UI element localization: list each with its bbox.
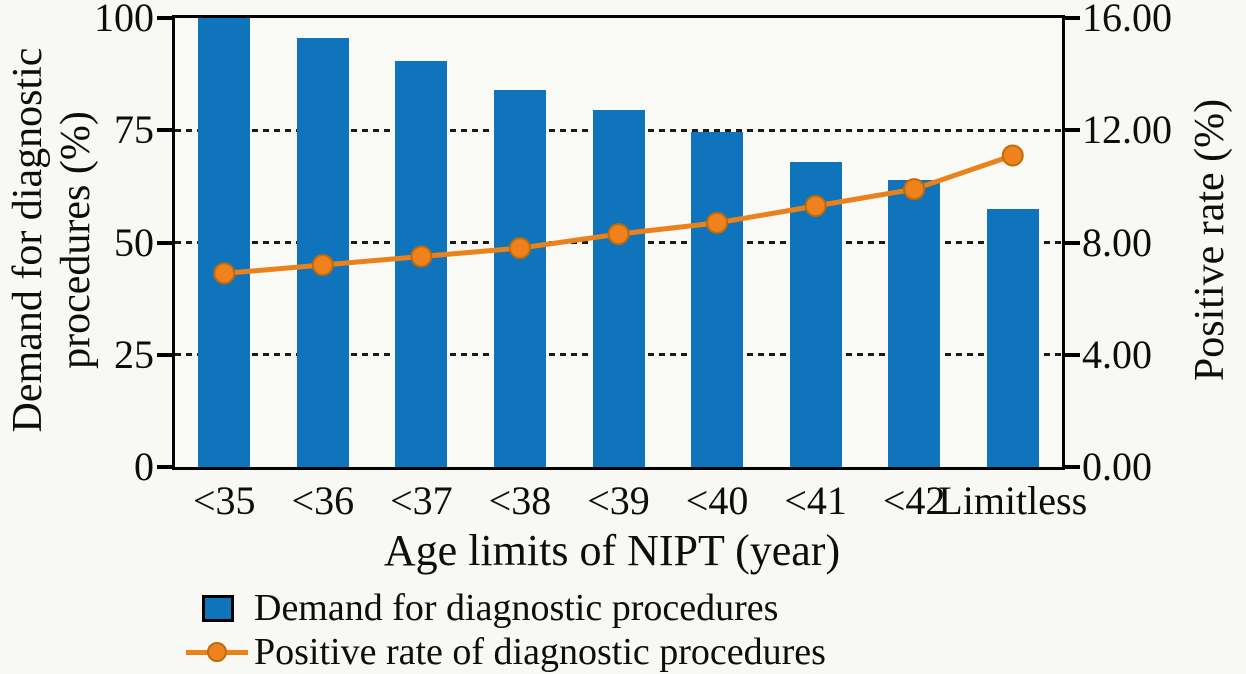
x-tick-label: <37 [390,478,453,523]
line-marker [410,245,433,268]
bar [493,89,546,467]
legend-label-positive-rate: Positive rate of diagnostic procedures [254,631,826,673]
line-marker-swatch-icon [186,642,248,662]
left-tick-mark [157,240,172,245]
left-tick-label: 50 [114,219,154,265]
x-tick-label: <42 [882,478,946,523]
left-tick-label: 75 [114,107,154,153]
left-tick-mark [157,128,172,133]
line-marker [706,211,729,234]
bar [296,38,349,467]
line-marker [311,253,334,276]
positive-rate-line-layer [213,144,1024,285]
x-tick-label: <35 [192,478,256,523]
left-tick-label: 0 [134,444,154,489]
line-marker [1001,144,1024,167]
left-tick-mark [157,465,172,469]
x-axis-title: Age limits of NIPT (year) [383,526,841,575]
right-tick-label: 8.00 [1082,219,1152,265]
plot-area [172,15,1065,470]
line-marker [508,237,531,260]
x-tick-label: <38 [488,478,552,523]
bar [691,132,744,467]
bar [592,110,645,467]
bar [198,18,251,467]
left-tick-label: 100 [94,0,154,40]
bar [986,208,1039,467]
legend-row-demand: Demand for diagnostic procedures [180,586,826,630]
line-marker [607,223,630,246]
right-tick-label: 16.00 [1082,0,1172,40]
bar [888,179,941,467]
x-tick-label: Limitless [938,478,1088,523]
x-tick-label: <40 [685,478,749,523]
right-tick-mark [1065,240,1080,245]
right-tick-label: 0.00 [1082,444,1152,489]
bar-swatch-icon [202,594,234,622]
x-tick-label: <41 [784,478,847,523]
right-tick-label: 12.00 [1082,107,1172,153]
left-tick-mark [157,352,172,357]
x-tick-label: <39 [587,478,650,523]
right-tick-mark [1065,16,1080,20]
left-tick-mark [157,16,172,20]
line-marker [804,195,827,218]
x-tick-label: <36 [291,478,355,523]
right-tick-mark [1065,128,1080,133]
legend-row-positive-rate: Positive rate of diagnostic procedures [180,630,826,674]
right-tick-mark [1065,352,1080,357]
positive-rate-line [224,153,1014,276]
legend-dot-icon [207,642,227,662]
line-marker [903,178,926,201]
legend-label-demand: Demand for diagnostic procedures [254,587,779,629]
line-marker [213,262,236,285]
left-tick-label: 25 [114,331,154,377]
legend: Demand for diagnostic procedures Positiv… [180,586,826,674]
right-tick-label: 4.00 [1082,331,1152,377]
right-tick-mark [1065,465,1080,469]
